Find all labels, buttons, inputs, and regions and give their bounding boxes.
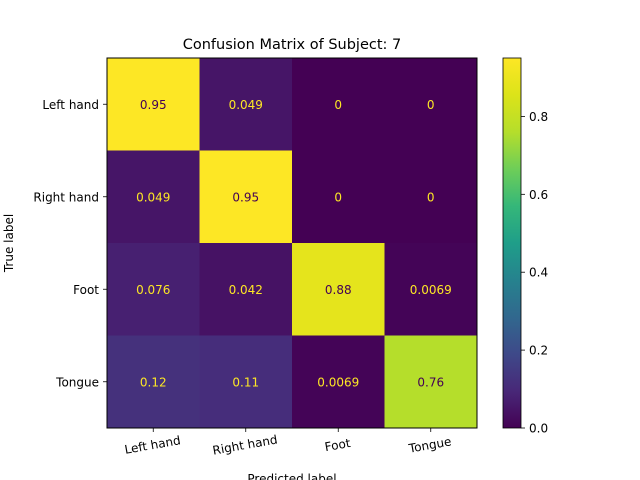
x-tick-label: Right hand	[212, 432, 279, 457]
heatmap-cell	[107, 335, 200, 429]
cell-value-label: 0.95	[232, 190, 259, 204]
colorbar-tick-label: 0.4	[529, 266, 548, 280]
heatmap-cell	[199, 58, 293, 151]
cell-value-label: 0	[334, 190, 342, 204]
heatmap-cell	[107, 243, 200, 336]
y-tick-label: Right hand	[33, 190, 99, 204]
x-axis-label: Predicted label	[247, 472, 336, 480]
cell-value-label: 0.76	[417, 375, 444, 389]
colorbar-tick-label: 0.2	[529, 344, 548, 358]
x-axis-ticks: Left hand Right hand Foot Tongue	[123, 428, 452, 458]
y-axis-ticks: Left hand Right hand Foot Tongue	[33, 98, 107, 389]
colorbar-tick-label: 0.6	[529, 188, 548, 202]
cell-value-label: 0.049	[136, 190, 170, 204]
cell-value-label: 0.95	[140, 98, 167, 112]
cell-value-label: 0.042	[229, 283, 263, 297]
heatmap-cells	[107, 58, 478, 429]
cell-value-label: 0	[334, 98, 342, 112]
colorbar-tick-label: 0.8	[529, 110, 548, 124]
cell-value-label: 0	[427, 190, 435, 204]
heatmap-cell	[292, 335, 385, 429]
heatmap-cell	[384, 243, 478, 336]
cell-value-label: 0.076	[136, 283, 170, 297]
heatmap-cell	[384, 150, 478, 244]
cell-value-label: 0.0069	[317, 375, 359, 389]
x-tick-label: Left hand	[123, 433, 181, 457]
heatmap-cell	[107, 58, 200, 151]
cell-value-label: 0.049	[229, 98, 263, 112]
heatmap-cell-labels: 0.95 0.049 0 0 0.049 0.95 0 0 0.076 0.042 0.88 0.00…	[136, 98, 452, 390]
y-tick-label: Tongue	[55, 375, 99, 389]
x-tick-label: Tongue	[407, 434, 453, 455]
colorbar	[502, 57, 522, 429]
heatmap-cell	[199, 243, 293, 336]
y-tick-label: Foot	[73, 283, 99, 297]
y-tick-label: Left hand	[42, 98, 99, 112]
heatmap-cell	[292, 58, 385, 151]
heatmap-cell	[384, 58, 478, 151]
cell-value-label: 0.12	[140, 375, 167, 389]
colorbar-ticks: 0.0 0.2 0.4 0.6 0.8	[521, 110, 548, 436]
heatmap-cell	[199, 335, 293, 429]
heatmap-cell	[292, 150, 385, 244]
colorbar-tick-label: 0.0	[529, 422, 548, 436]
heatmap-cell	[107, 150, 200, 244]
chart-title: Confusion Matrix of Subject: 7	[183, 37, 402, 53]
cell-value-label: 0.88	[325, 283, 352, 297]
heatmap-cell	[292, 243, 385, 336]
cell-value-label: 0.0069	[410, 283, 452, 297]
cell-value-label: 0.11	[232, 375, 259, 389]
y-axis-label: True label	[2, 214, 16, 273]
x-tick-label: Foot	[324, 436, 352, 454]
plot-frame	[106, 57, 478, 429]
heatmap-cell	[384, 335, 478, 429]
heatmap-cell	[199, 150, 293, 244]
cell-value-label: 0	[427, 98, 435, 112]
